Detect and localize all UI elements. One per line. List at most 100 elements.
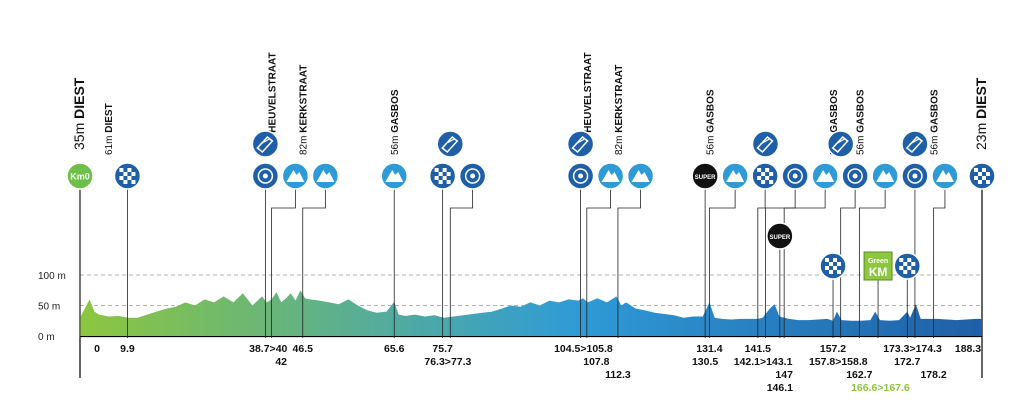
super-icon: [766, 222, 794, 250]
cobbles-icon: [251, 130, 280, 158]
climb-name: KERKSTRAAT: [614, 65, 625, 133]
cobbles-stripe: [909, 138, 920, 145]
km-label: 147: [775, 369, 793, 381]
marker-leader-line: [783, 189, 826, 338]
marker-leader-line: [765, 189, 796, 338]
y-tick-label: 100 m: [38, 271, 66, 282]
km0-label: Km0: [70, 172, 90, 182]
feed-dot-icon: [470, 173, 476, 179]
sprint-marker: [113, 162, 142, 190]
green-km-label: Green: [868, 258, 888, 265]
climb-label: 56m GASBOS: [855, 89, 866, 155]
mountain-icon: [286, 170, 305, 182]
feed-ring-icon: [464, 168, 481, 184]
checker-square: [434, 176, 439, 180]
mountain-icon: [631, 170, 650, 182]
climb-marker: [281, 162, 310, 190]
super-label: SUPER: [770, 235, 791, 241]
km-label: 173.3>174.3: [883, 343, 942, 355]
endpoint-name: DIEST: [973, 77, 989, 119]
km-label: 75.7: [432, 343, 453, 355]
checker-square: [825, 266, 830, 270]
km-label: 76.3>77.3: [424, 356, 471, 368]
cobbles-stripe: [760, 138, 770, 145]
checker-square: [833, 258, 838, 262]
climb-altitude: 56m: [855, 133, 866, 155]
climb-label: 56m GASBOS: [390, 89, 401, 155]
checker-square: [974, 176, 978, 180]
checker-square: [446, 180, 451, 184]
km-label: 146.1: [767, 382, 793, 394]
cobbles-stripe: [575, 138, 585, 145]
cobbles-stripe: [444, 138, 455, 145]
green-km-badge-icon: [863, 251, 893, 281]
cobbles-lines-icon: [571, 135, 589, 154]
super-icon: [691, 162, 719, 190]
km-label: 38.7>40: [249, 343, 287, 355]
checker-square: [127, 176, 132, 180]
sprint-marker: [819, 252, 847, 280]
feed-dot-icon: [912, 173, 918, 179]
marker-leader-line: [933, 189, 946, 338]
checker-square: [761, 172, 766, 176]
checker-square: [911, 262, 916, 266]
checker-square: [829, 270, 834, 274]
checker-square: [131, 180, 136, 184]
km-label: 46.5: [293, 343, 314, 355]
km-label: 104.5>105.8: [554, 343, 613, 355]
checker-square: [442, 176, 447, 180]
feed-marker: [566, 162, 595, 190]
climb-marker: [811, 162, 839, 190]
climb-marker: [931, 162, 959, 190]
sprint-marker: [893, 252, 922, 280]
feed-ring-icon: [787, 168, 803, 184]
climb-name: HEUVELSTRAAT: [268, 52, 279, 132]
checker-square: [757, 176, 762, 180]
checker-square: [761, 180, 766, 184]
elevation-profile-area: [80, 290, 982, 336]
climb-label: 56m GASBOS: [705, 89, 716, 155]
checker-square: [825, 258, 830, 262]
cobbles-marker: [566, 130, 595, 158]
marker-leader-line: [617, 189, 641, 338]
super-marker: SUPER: [766, 222, 794, 250]
climb-altitude: 82m: [614, 133, 625, 155]
km0-marker: Km0: [66, 162, 94, 190]
mountain-icon: [385, 170, 404, 182]
marker-leader-line: [757, 189, 766, 338]
climb-name: GASBOS: [705, 89, 716, 133]
climb-altitude: 56m: [930, 133, 941, 155]
checker-square: [903, 270, 908, 274]
checker-square: [765, 176, 770, 180]
checker-square: [986, 180, 990, 184]
checker-square: [899, 258, 904, 262]
climb-marker: [626, 162, 655, 190]
climb-label: 82m KERKSTRAAT: [299, 65, 310, 155]
climb-altitude: 56m: [390, 133, 401, 155]
mountain-icon: [935, 170, 954, 182]
marker-leader-line: [449, 189, 474, 338]
checker-square: [434, 168, 439, 172]
marker-leader-line: [586, 189, 611, 338]
feed-dot-icon: [578, 173, 584, 179]
checker-square: [907, 266, 912, 270]
feed-marker: [901, 162, 929, 190]
checker-square: [837, 262, 842, 266]
checker-square: [119, 168, 124, 172]
checker-square: [899, 266, 904, 270]
feed-ring-icon: [572, 168, 589, 184]
cobbles-marker: [826, 130, 855, 158]
feed-marker: [251, 162, 280, 190]
climb-marker: [596, 162, 625, 190]
climb-marker: [380, 162, 408, 190]
climb-altitude: 82m: [299, 133, 310, 155]
mountain-icon: [726, 170, 745, 182]
checker-square: [442, 168, 447, 172]
marker-lines-layer: [79, 189, 946, 338]
cobbles-lines-icon: [756, 135, 774, 154]
marker-leader-line: [271, 189, 296, 338]
super-marker: SUPER: [691, 162, 719, 190]
